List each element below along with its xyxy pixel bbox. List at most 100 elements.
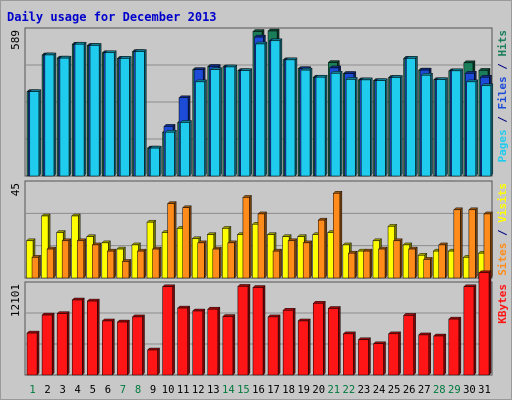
bar-sites-day-28-side: [445, 242, 448, 279]
x-tick-label-day-21: 21: [327, 384, 340, 396]
x-tick-label-day-7: 7: [120, 384, 126, 396]
bar-sites-day-11: [182, 207, 190, 279]
bar-kbytes-day-6-side: [112, 318, 115, 376]
bar-pages-day-4: [74, 43, 85, 177]
bar-pages-day-2: [44, 54, 55, 177]
bar-sites-day-8-side: [143, 248, 147, 279]
bar-sites-day-21-side: [339, 190, 343, 279]
bar-pages-day-9: [150, 147, 160, 177]
bar-sites-day-19: [302, 242, 310, 279]
bar-pages-day-15-side: [249, 68, 252, 177]
bar-pages-day-24-side: [385, 78, 388, 177]
bar-sites-day-9: [152, 248, 160, 279]
bar-kbytes-day-17-side: [277, 314, 281, 376]
bar-kbytes-day-9: [147, 349, 158, 376]
bar-kbytes-day-13-side: [217, 306, 221, 376]
bar-pages-day-3: [59, 57, 70, 177]
bar-sites-day-2-side: [53, 246, 56, 279]
x-tick-label-day-10: 10: [162, 384, 175, 396]
bar-kbytes-day-18-side: [292, 307, 296, 376]
bar-sites-day-18-side: [294, 238, 297, 279]
bar-kbytes-day-9-side: [157, 347, 160, 376]
bar-pages-day-19-side: [309, 67, 313, 177]
bar-sites-day-19-side: [309, 240, 312, 279]
bar-sites-day-14-side: [234, 240, 237, 279]
bar-pages-day-31-side: [490, 83, 493, 177]
bar-sites-day-29: [453, 209, 461, 279]
bar-sites-day-11-side: [189, 205, 192, 279]
bar-kbytes-day-2-side: [51, 312, 55, 376]
bar-sites-day-26: [408, 248, 416, 279]
bar-kbytes-day-15-side: [247, 283, 251, 376]
side-label-kbytes: KBytes: [496, 284, 509, 324]
bar-pages-day-20: [315, 76, 326, 177]
bar-pages-day-29: [451, 70, 461, 177]
bar-pages-day-14: [225, 66, 235, 177]
bar-pages-day-15: [240, 70, 251, 177]
x-tick-label-day-28: 28: [433, 384, 446, 396]
side-label-hits: Hits: [496, 30, 509, 57]
bar-sites-day-30-side: [475, 207, 478, 279]
x-tick-label-day-30: 30: [463, 384, 476, 396]
bar-sites-day-20: [318, 219, 326, 279]
bar-pages-day-18-side: [294, 57, 298, 177]
x-tick-label-day-27: 27: [418, 384, 431, 396]
x-tick-label-day-20: 20: [312, 384, 325, 396]
x-tick-label-day-5: 5: [90, 384, 96, 396]
bar-sites-day-12-side: [204, 240, 207, 279]
bar-pages-day-18: [285, 59, 296, 177]
bar-kbytes-day-16: [252, 287, 264, 376]
bar-pages-day-21-side: [339, 70, 343, 177]
bar-pages-day-26-side: [415, 55, 418, 177]
bar-pages-day-5-side: [98, 42, 102, 177]
bar-sites-day-30: [468, 209, 476, 279]
bar-sites-day-10: [167, 203, 175, 279]
x-tick-label-day-6: 6: [105, 384, 111, 396]
bar-pages-day-29-side: [460, 68, 463, 177]
panel-visits-side-label: Sites / Visits: [496, 183, 509, 276]
bar-sites-day-1: [31, 257, 39, 279]
bar-pages-day-20-side: [324, 74, 328, 177]
bar-kbytes-day-19: [297, 320, 309, 376]
panel-kbytes-max-label: 12101: [9, 284, 22, 317]
bar-sites-day-24-side: [384, 246, 388, 279]
bar-sites-day-24: [378, 248, 386, 279]
bar-kbytes-day-27: [418, 334, 429, 376]
bar-pages-day-1: [29, 91, 40, 177]
bar-pages-day-23: [360, 79, 371, 177]
bar-pages-day-13: [210, 69, 220, 177]
bar-pages-day-8: [135, 51, 145, 177]
bar-kbytes-day-19-side: [308, 318, 311, 376]
x-tick-label-day-13: 13: [207, 384, 220, 396]
side-label-separator: /: [496, 223, 509, 243]
panel-hits-max-label: 589: [9, 30, 22, 50]
bar-pages-day-25: [391, 77, 401, 177]
bar-pages-day-12-side: [204, 79, 207, 177]
bar-sites-day-31: [483, 213, 491, 279]
bar-sites-day-5-side: [98, 242, 102, 279]
bar-pages-day-25-side: [400, 74, 403, 177]
bar-kbytes-day-23: [358, 339, 369, 376]
bar-pages-day-1-side: [38, 89, 42, 177]
bar-kbytes-day-12-side: [202, 308, 205, 376]
x-tick-label-day-4: 4: [75, 384, 81, 396]
bar-kbytes-day-8-side: [142, 314, 145, 376]
x-tick-label-day-25: 25: [388, 384, 401, 396]
bar-pages-day-6: [104, 52, 115, 177]
bar-sites-day-13: [212, 248, 220, 279]
bar-pages-day-11: [180, 122, 190, 177]
bar-sites-day-5: [92, 244, 100, 279]
bar-pages-day-31: [481, 85, 492, 177]
bar-sites-day-10-side: [173, 201, 177, 279]
bar-pages-day-14-side: [234, 64, 237, 177]
bar-kbytes-day-5: [87, 300, 98, 376]
bar-pages-day-27: [421, 75, 431, 177]
bar-pages-day-12: [195, 81, 205, 177]
bar-sites-day-8: [137, 250, 145, 279]
bar-kbytes-day-28-side: [443, 333, 447, 376]
bar-kbytes-day-20: [312, 303, 324, 376]
bar-kbytes-day-31-side: [488, 270, 492, 376]
bar-kbytes-day-24-side: [383, 341, 386, 376]
bar-kbytes-day-1: [26, 332, 38, 376]
